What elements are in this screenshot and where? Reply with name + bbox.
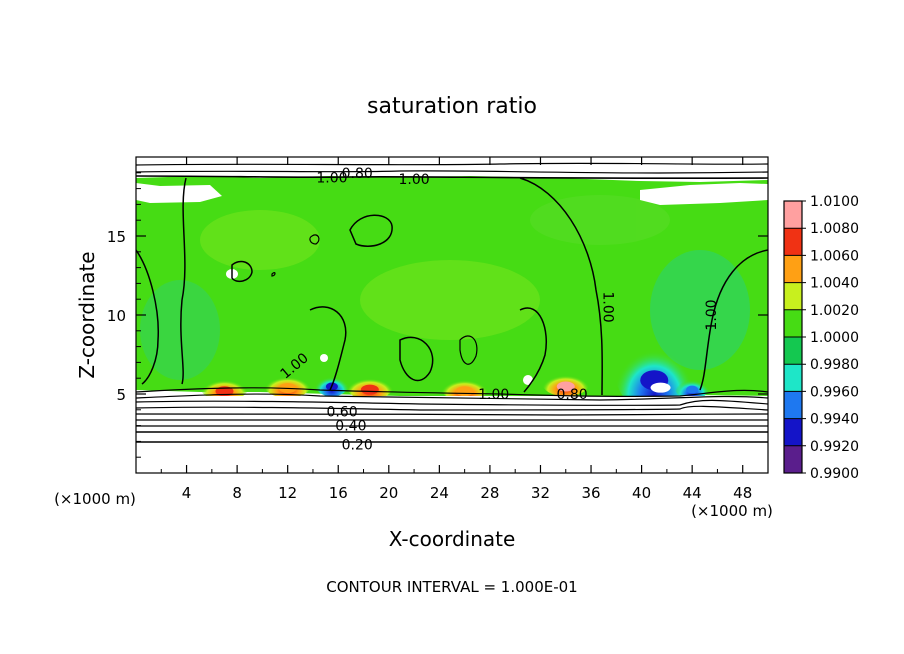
y-axis-label: Z-coordinate [75,251,99,378]
colorbar-label: 0.9900 [810,466,859,482]
colorbar-label: 1.0020 [810,303,859,319]
contour-label-text: 1.00 [478,387,509,403]
colorbar-swatch [784,337,802,365]
colorbar-label: 1.0000 [810,330,859,346]
supersaturation-core [455,386,474,397]
x-tick-label: 44 [683,484,702,502]
x-axis: 4 8 12 16 20 24 28 32 36 40 44 48 [160,157,752,502]
contour-lines [136,162,768,443]
contour-label: 1.00 [398,172,429,188]
x-axis-label: X-coordinate [389,527,516,551]
contour-label: 0.20 [342,438,373,454]
x-tick-label: 16 [329,484,348,502]
colorbar-swatch [784,364,802,392]
x-tick-label: 12 [278,484,297,502]
colorbar-label: 0.9980 [810,357,859,373]
x-tick-label: 40 [632,484,651,502]
colorbar-label: 0.9920 [810,439,859,455]
x-tick-label: 8 [232,484,242,502]
contour-label: 0.40 [335,419,366,435]
contour-label: 1.00 [478,387,509,403]
subsaturation-spot [614,323,695,414]
colorbar-swatch [784,282,802,310]
subsaturation-core [686,385,699,394]
contour-label: 0.60 [326,404,357,420]
x-tick-label: 48 [733,484,752,502]
x-tick-label: 28 [480,484,499,502]
y-unit-note: (×1000 m) [54,490,136,508]
contour-label: 0.80 [342,166,373,182]
contour-interval-note: CONTOUR INTERVAL = 1.000E-01 [326,578,577,596]
colorbar-swatch [784,201,802,229]
contour-label-text: 0.80 [556,387,587,403]
contour-label-text: 1.00 [704,299,720,330]
colorbar-label: 1.0040 [810,276,859,292]
plot-area: 1.000.801.000.801.00 1.001.001.000.600.40… [136,157,768,473]
x-unit-note: (×1000 m) [691,502,773,520]
colorbar-label: 1.0100 [810,194,859,210]
chart-title: saturation ratio [367,94,537,119]
contour-label: 1.00 [704,299,720,330]
y-axis: 5 10 15 [107,172,768,458]
upper-clear-patches [136,183,768,385]
y-tick-label: 15 [107,228,126,246]
supersaturation-core [556,381,575,392]
colorbar: 0.9900 0.9920 0.9940 0.9960 0.9980 1.0000 1.00… [783,194,859,482]
colorbar-swatch [784,255,802,283]
colorbar-swatch [784,309,802,337]
y-tick-label: 10 [107,307,126,325]
contour-label-text: 1.00 [316,171,347,187]
x-tick-label: 36 [581,484,600,502]
colorbar-swatch [784,418,802,446]
contour-label-text: 0.60 [326,404,357,420]
colorbar-swatch [784,445,802,473]
contour-label: 1.00 [600,292,616,323]
colorbar-swatch [784,228,802,256]
x-tick-label: 20 [379,484,398,502]
field-variations [140,195,750,380]
colorbar-label: 1.0080 [810,221,859,237]
colorbar-label: 1.0060 [810,248,859,264]
contour-label: 0.80 [556,387,587,403]
colorbar-label: 0.9960 [810,384,859,400]
contour-label-text: 0.80 [342,166,373,182]
x-tick-label: 4 [182,484,192,502]
contour-label-text: 1.00 [398,172,429,188]
y-tick-label: 5 [116,386,126,404]
supersaturation-core [360,384,379,395]
colorbar-label: 0.9940 [810,412,859,428]
clear-spot [650,382,671,393]
colorbar-swatch [784,391,802,419]
x-tick-label: 24 [430,484,449,502]
contour-label-text: 0.20 [342,438,373,454]
contour-label: 1.00 [316,171,347,187]
contour-label-text: 0.40 [335,419,366,435]
contour-label-text: 1.00 [600,292,616,323]
x-tick-label: 32 [531,484,550,502]
